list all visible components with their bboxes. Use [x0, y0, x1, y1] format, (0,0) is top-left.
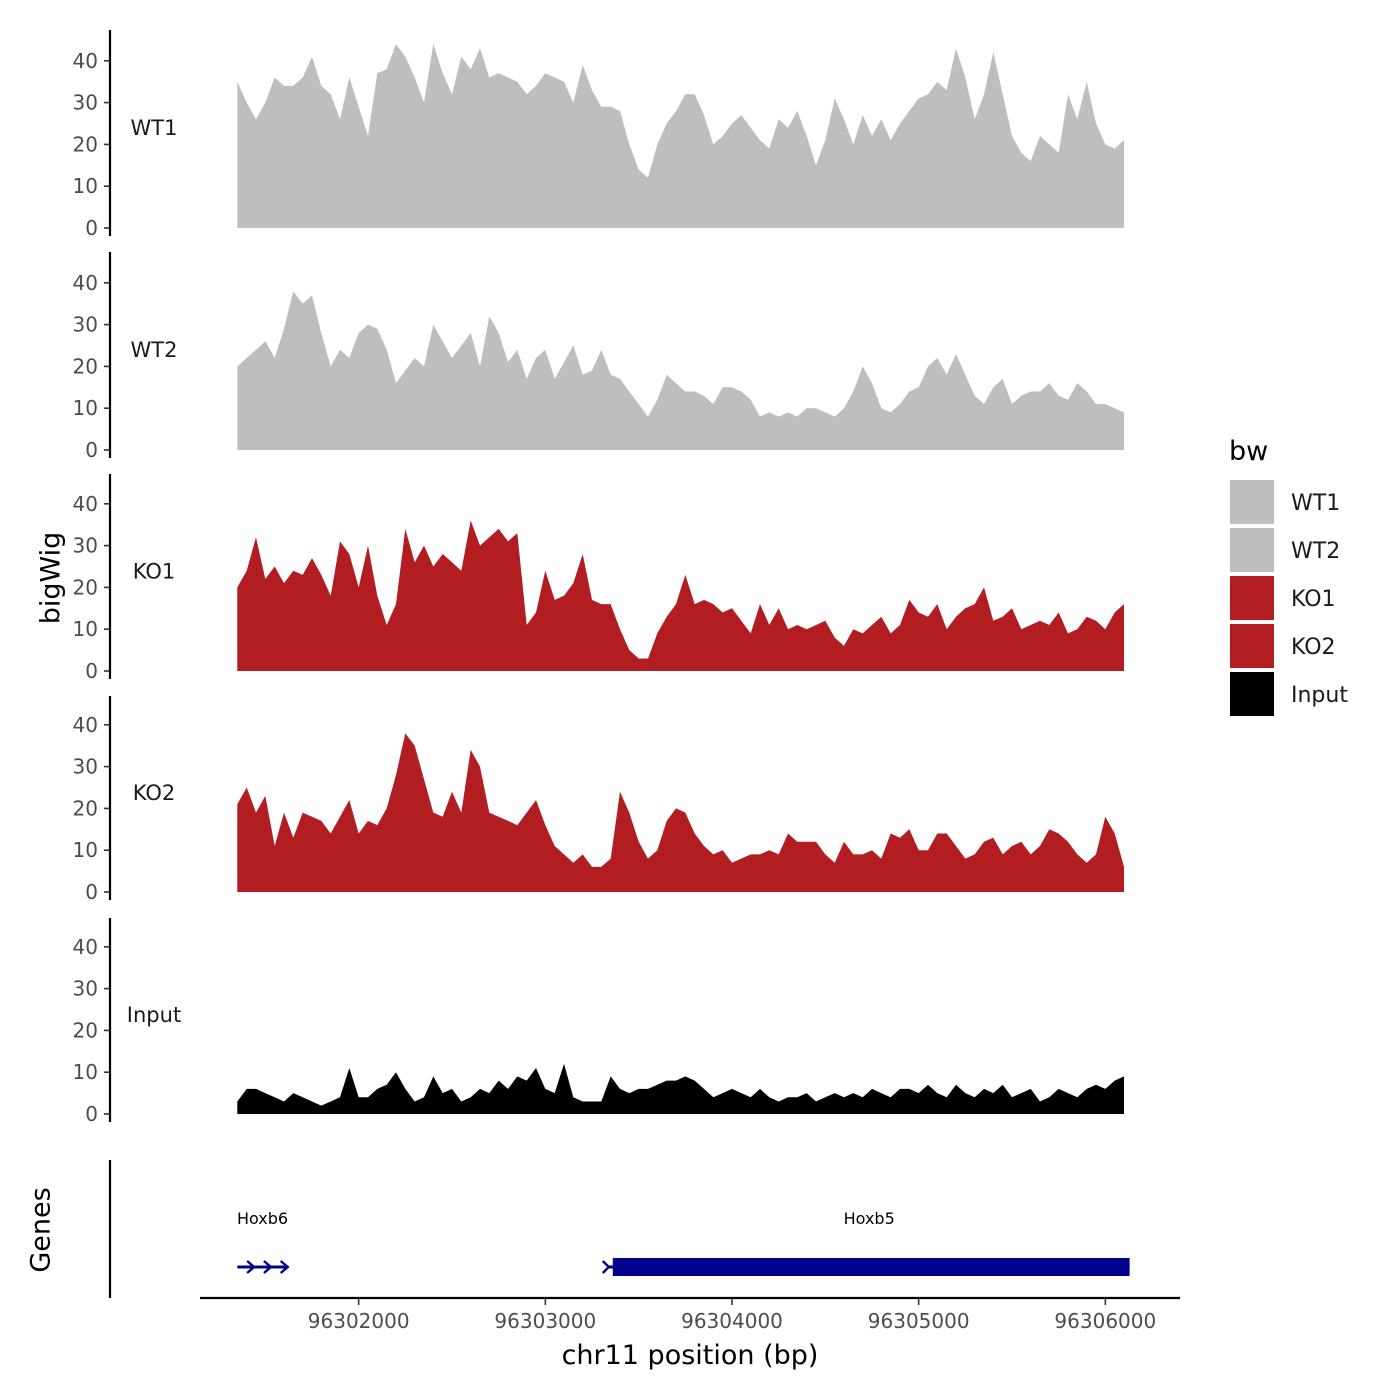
track-wt2: 0 10 20 30 40 WT2	[73, 252, 1125, 462]
area-wt2	[237, 291, 1125, 450]
gene-hoxb6: Hoxb6	[237, 1209, 290, 1274]
signal-tracks: 0 10 20 30 40 WT1 0 10 20 30 40 WT2 0 10 20 30 40 KO1 0 10 2…	[73, 30, 1125, 1126]
y-tick-label: 10	[73, 1060, 98, 1084]
y-tick-label: 40	[73, 49, 98, 73]
y-tick-label: 10	[73, 396, 98, 420]
y-tick-label: 0	[85, 880, 98, 904]
strand-arrow	[246, 1260, 256, 1274]
legend-title: bw	[1229, 436, 1268, 467]
x-tick-label: 96306000	[1054, 1309, 1156, 1333]
strand-arrow	[263, 1260, 273, 1274]
area-ko1	[237, 520, 1125, 671]
gene-label: Hoxb6	[237, 1209, 288, 1228]
x-axis: 96302000 96303000 96304000 96305000 96306000	[200, 1296, 1180, 1333]
strand-arrow	[601, 1260, 611, 1274]
legend-label: Input	[1291, 683, 1348, 708]
x-tick-label: 96303000	[494, 1309, 596, 1333]
legend-label: WT2	[1291, 539, 1340, 564]
legend-swatch	[1230, 576, 1274, 620]
y-tick-label: 40	[73, 935, 98, 959]
y-tick-label: 10	[73, 617, 98, 641]
area-input	[237, 1063, 1125, 1114]
area-wt1	[237, 44, 1125, 228]
track-label: KO1	[133, 560, 176, 584]
y-tick-label: 40	[73, 271, 98, 295]
y-tick-label: 20	[73, 132, 98, 156]
y-tick-label: 0	[85, 438, 98, 462]
y-tick-label: 0	[85, 216, 98, 240]
y-tick-label: 40	[73, 492, 98, 516]
y-tick-label: 30	[73, 91, 98, 115]
track-label: WT2	[131, 338, 178, 362]
track-ko1: 0 10 20 30 40 KO1	[73, 474, 1125, 683]
y-tick-label: 20	[73, 575, 98, 599]
y-tick-label: 20	[73, 796, 98, 820]
y-tick-label: 0	[85, 1102, 98, 1126]
y-tick-label: 30	[73, 313, 98, 337]
legend-item-ko2: KO2	[1230, 624, 1336, 668]
x-tick-label: 96305000	[868, 1309, 970, 1333]
x-axis-title: chr11 position (bp)	[562, 1340, 819, 1371]
legend-item-wt1: WT1	[1230, 480, 1340, 524]
track-ko2: 0 10 20 30 40 KO2	[73, 696, 1125, 904]
genes-panel: Hoxb6 Hoxb5	[108, 1160, 1130, 1298]
y-tick-label: 40	[73, 713, 98, 737]
legend-swatch	[1230, 672, 1274, 716]
y-tick-label: 10	[73, 838, 98, 862]
legend-label: WT1	[1291, 491, 1340, 516]
track-label: WT1	[131, 116, 178, 140]
track-wt1: 0 10 20 30 40 WT1	[73, 30, 1125, 240]
track-label: KO2	[133, 781, 176, 805]
legend-label: KO1	[1291, 587, 1336, 612]
legend-item-wt2: WT2	[1230, 528, 1340, 572]
y-tick-label: 30	[73, 534, 98, 558]
y-tick-label: 10	[73, 174, 98, 198]
gene-block	[612, 1258, 1130, 1276]
track-label: Input	[127, 1003, 181, 1027]
genes-axis-title: Genes	[26, 1187, 57, 1272]
legend-item-input: Input	[1230, 672, 1348, 716]
gene-hoxb5: Hoxb5	[601, 1209, 1130, 1276]
legend-swatch	[1230, 480, 1274, 524]
x-tick-label: 96302000	[308, 1309, 410, 1333]
y-axis-title: bigWig	[36, 532, 67, 625]
y-tick-label: 20	[73, 1018, 98, 1042]
track-input: 0 10 20 30 40 Input	[73, 918, 1125, 1126]
legend-swatch	[1230, 528, 1274, 572]
y-tick-label: 30	[73, 755, 98, 779]
legend-swatch	[1230, 624, 1274, 668]
x-tick-label: 96304000	[681, 1309, 783, 1333]
gene-label: Hoxb5	[844, 1209, 895, 1228]
strand-arrow	[279, 1260, 290, 1274]
legend-item-ko1: KO1	[1230, 576, 1336, 620]
legend: bw WT1 WT2 KO1 KO2 Input	[1229, 436, 1348, 716]
y-tick-label: 20	[73, 354, 98, 378]
area-ko2	[237, 733, 1125, 892]
y-tick-label: 0	[85, 659, 98, 683]
y-tick-label: 30	[73, 977, 98, 1001]
legend-label: KO2	[1291, 635, 1336, 660]
